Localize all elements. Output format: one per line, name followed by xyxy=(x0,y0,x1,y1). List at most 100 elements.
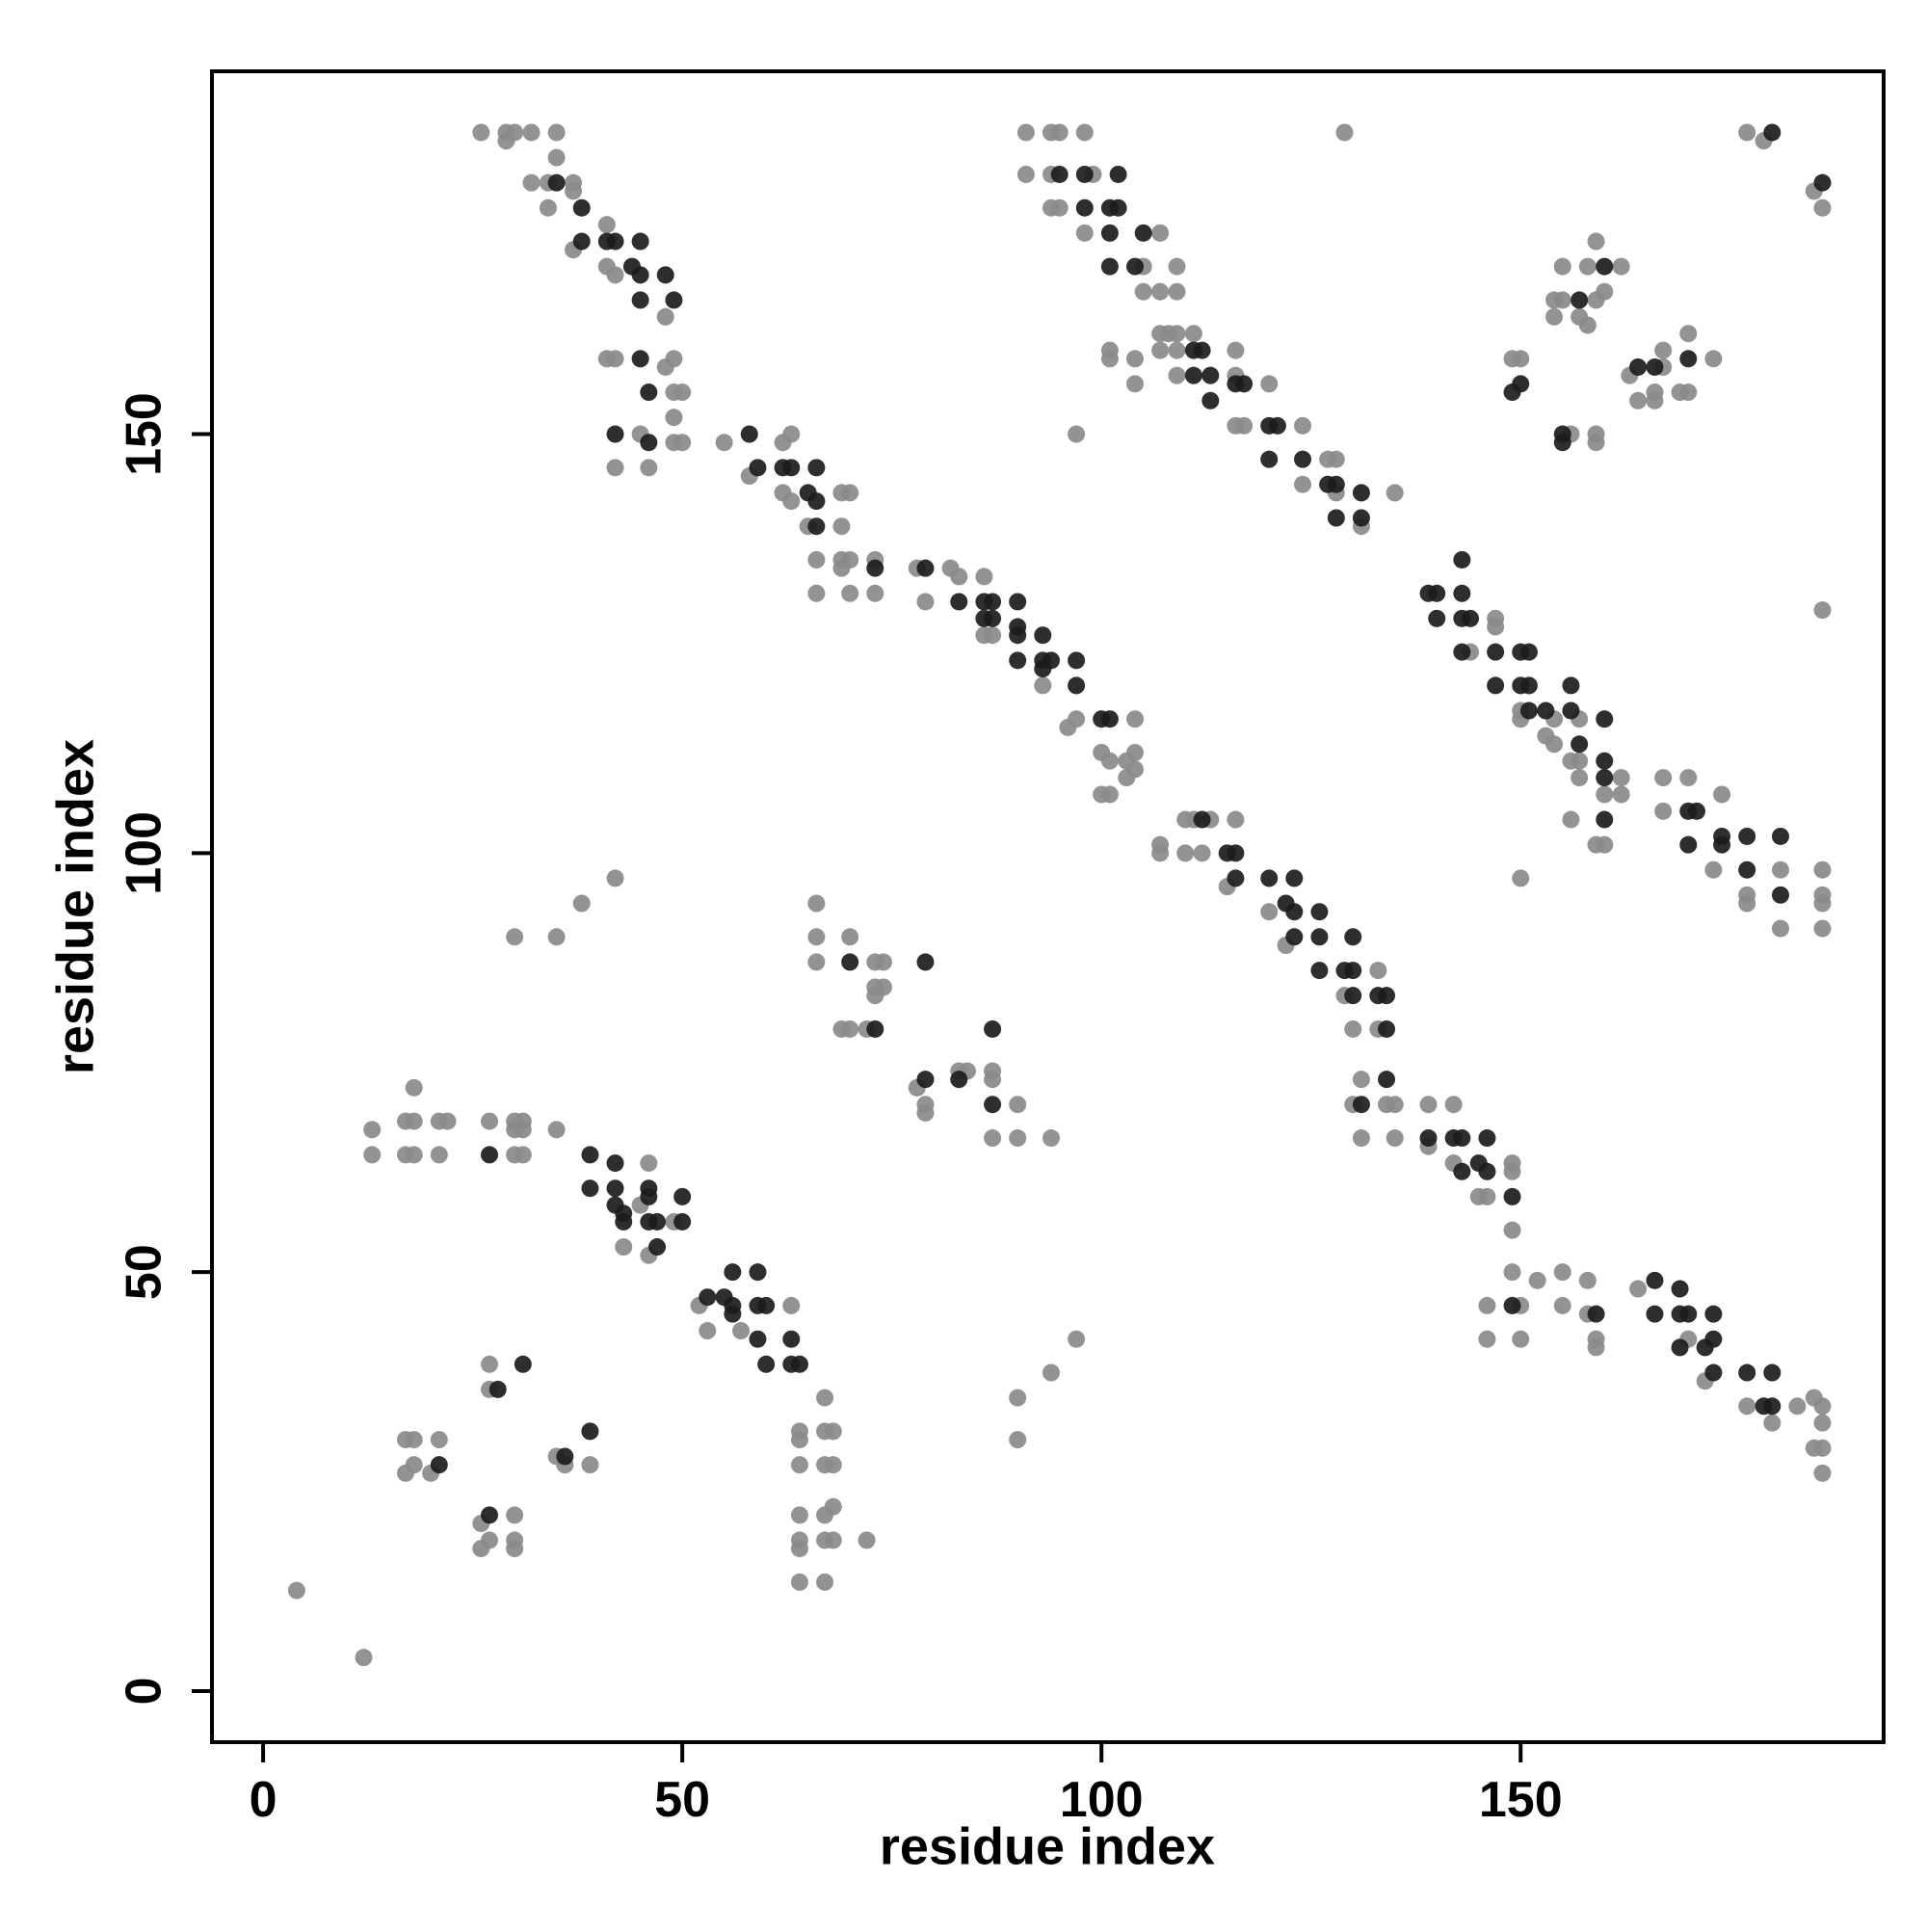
point xyxy=(648,1212,667,1231)
point xyxy=(1478,1330,1496,1348)
point xyxy=(514,1146,532,1164)
point xyxy=(1042,1129,1060,1148)
point xyxy=(1419,1096,1438,1114)
point xyxy=(824,1497,842,1516)
point xyxy=(1068,676,1086,695)
point xyxy=(581,1456,599,1474)
point xyxy=(1813,894,1832,913)
point xyxy=(1227,810,1245,829)
point xyxy=(1763,1363,1782,1382)
point xyxy=(1813,860,1832,879)
point xyxy=(1553,1263,1571,1282)
point xyxy=(1813,919,1832,938)
x-tick-label: 100 xyxy=(1060,1772,1144,1828)
point xyxy=(1519,701,1538,720)
x-tick-label: 0 xyxy=(250,1772,277,1828)
point xyxy=(472,123,490,142)
point xyxy=(1478,1187,1496,1205)
point xyxy=(481,1112,499,1130)
point xyxy=(1596,810,1614,829)
point xyxy=(984,1019,1002,1038)
point xyxy=(1537,701,1555,720)
point xyxy=(1109,198,1127,217)
point xyxy=(916,1103,935,1122)
point xyxy=(1227,844,1245,862)
point xyxy=(1453,584,1471,602)
point xyxy=(916,559,935,577)
point xyxy=(1009,1096,1027,1114)
point xyxy=(1294,416,1312,435)
point xyxy=(606,425,624,443)
point xyxy=(1344,928,1362,946)
point xyxy=(984,1096,1002,1114)
point xyxy=(481,1506,499,1524)
point xyxy=(1553,291,1571,309)
point xyxy=(1478,1296,1496,1314)
point xyxy=(724,1305,742,1323)
point xyxy=(1512,375,1530,393)
point xyxy=(1503,1263,1521,1282)
point xyxy=(606,869,624,887)
point xyxy=(1587,1305,1605,1323)
point xyxy=(1553,257,1571,276)
point xyxy=(1562,676,1580,695)
point xyxy=(816,1389,834,1407)
point xyxy=(1009,1431,1027,1449)
point xyxy=(866,1019,884,1038)
point xyxy=(1788,1397,1807,1416)
y-tick-label: 50 xyxy=(117,1244,172,1300)
point xyxy=(1310,903,1329,921)
y-tick-label: 0 xyxy=(117,1677,172,1705)
point xyxy=(1629,391,1648,410)
point xyxy=(874,953,892,971)
point xyxy=(1268,416,1286,435)
point xyxy=(790,1431,808,1449)
point xyxy=(824,1531,842,1549)
point xyxy=(841,584,859,602)
point xyxy=(1771,919,1789,938)
point xyxy=(790,1573,808,1591)
point xyxy=(724,1263,742,1282)
point xyxy=(1503,1187,1521,1205)
point xyxy=(1813,601,1832,620)
point xyxy=(1235,375,1254,393)
point xyxy=(1771,860,1789,879)
point xyxy=(1235,416,1254,435)
point xyxy=(807,953,826,971)
point xyxy=(782,425,801,443)
point xyxy=(1562,701,1580,720)
point xyxy=(1419,1129,1438,1148)
point xyxy=(1646,1305,1664,1323)
point xyxy=(1327,475,1345,493)
point xyxy=(1050,198,1069,217)
point xyxy=(1713,785,1731,804)
point xyxy=(1596,710,1614,728)
point xyxy=(807,550,826,569)
y-tick-label: 100 xyxy=(117,811,172,895)
point xyxy=(1168,257,1186,276)
x-tick-label: 50 xyxy=(654,1772,710,1828)
point xyxy=(984,1071,1002,1089)
point xyxy=(606,1154,624,1173)
point xyxy=(1285,928,1304,946)
point xyxy=(1813,1439,1832,1457)
point xyxy=(1075,123,1094,142)
point xyxy=(858,1531,876,1549)
point xyxy=(1260,903,1279,921)
point xyxy=(481,1531,499,1549)
point xyxy=(1100,257,1119,276)
point xyxy=(1125,760,1144,779)
point xyxy=(1654,341,1673,359)
point xyxy=(816,1573,834,1591)
point xyxy=(1704,1330,1723,1348)
point xyxy=(1671,1338,1689,1357)
point xyxy=(631,232,649,251)
point xyxy=(1813,1464,1832,1482)
point xyxy=(1009,1129,1027,1148)
point xyxy=(807,894,826,913)
point xyxy=(1285,903,1304,921)
point xyxy=(1587,232,1605,251)
point xyxy=(699,1322,717,1340)
point xyxy=(1068,1330,1086,1348)
point xyxy=(1327,509,1345,527)
